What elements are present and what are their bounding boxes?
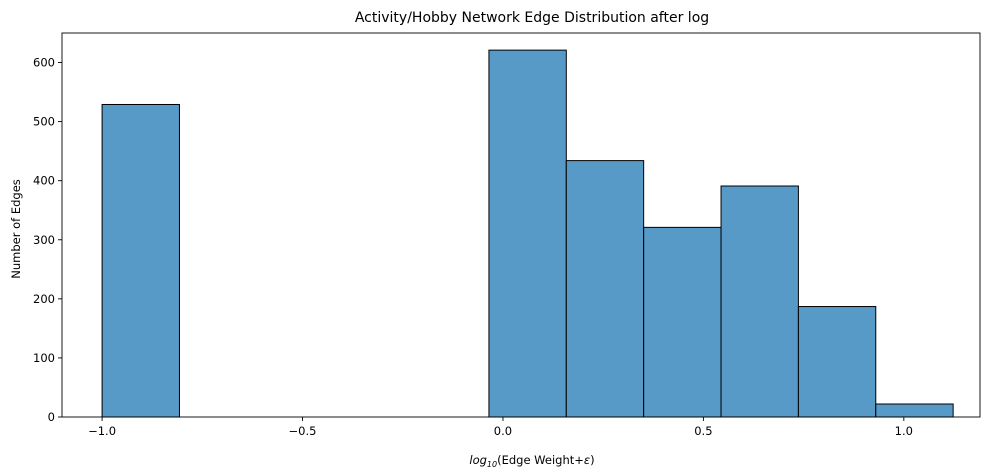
y-axis-label: Number of Edges	[9, 179, 23, 279]
x-tick-label: 0.0	[494, 424, 512, 438]
histogram-bar	[643, 226, 722, 418]
x-axis-label: log10(Edge Weight+ε)	[469, 453, 594, 469]
x-axis-label-close: )	[590, 453, 595, 467]
y-tick-label: 100	[33, 351, 55, 365]
histogram-bar	[797, 306, 877, 418]
histogram-bar	[488, 49, 567, 418]
histogram-bar	[875, 403, 954, 418]
y-tick-label: 500	[33, 115, 55, 129]
x-tick-label: −1.0	[88, 424, 116, 438]
y-axis-ticks: 0 100 200 300 400 500 600	[33, 56, 62, 424]
x-axis-label-subscript: 10	[487, 460, 497, 469]
y-tick-label: 400	[33, 174, 55, 188]
y-tick-label: 0	[48, 410, 55, 424]
y-tick-label: 600	[33, 56, 55, 70]
histogram-bar	[720, 185, 799, 418]
x-axis-label-log: log	[469, 453, 487, 467]
x-tick-label: −0.5	[289, 424, 317, 438]
plot-frame	[61, 32, 981, 418]
bars-layer	[101, 49, 954, 418]
x-axis-label-text: (Edge Weight+	[497, 453, 584, 467]
x-axis-label-epsilon: ε	[584, 453, 590, 467]
y-tick-label: 200	[33, 292, 55, 306]
histogram-bar	[565, 160, 645, 418]
y-tick-label: 300	[33, 233, 55, 247]
x-axis-ticks: −1.0 −0.5 0.0 0.5 1.0	[88, 417, 913, 438]
x-tick-label: 1.0	[895, 424, 913, 438]
histogram-bar	[101, 103, 180, 418]
chart-title: Activity/Hobby Network Edge Distribution…	[355, 10, 709, 26]
x-tick-label: 0.5	[694, 424, 712, 438]
